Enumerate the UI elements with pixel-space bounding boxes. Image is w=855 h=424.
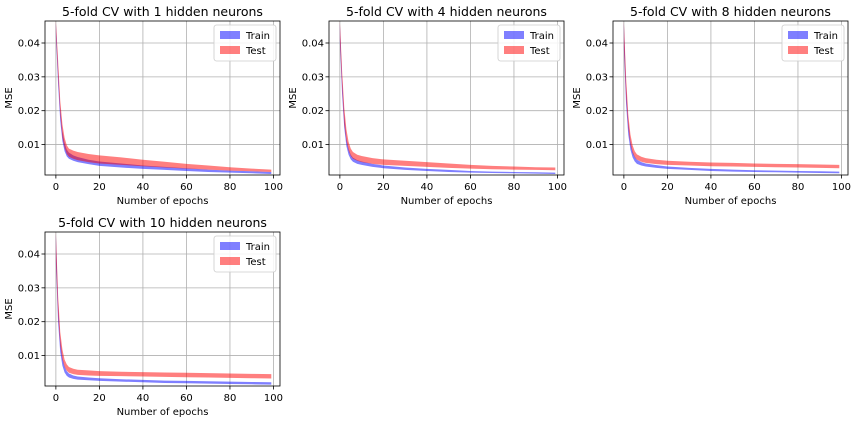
legend-label-train: Train bbox=[245, 242, 270, 253]
legend: Train Test bbox=[497, 24, 561, 62]
axes-frame bbox=[328, 20, 565, 176]
x-tick-label: 20 bbox=[93, 182, 106, 193]
x-axis-label: Number of epochs bbox=[685, 196, 777, 207]
y-axis-label: MSE bbox=[4, 87, 15, 108]
subplot-1: 0 20 40 60 80 100 0.01 0.02 0.03 0.04 5-fold CV wi… bbox=[4, 4, 283, 207]
legend: Train Test bbox=[213, 235, 277, 273]
legend-label-train: Train bbox=[245, 31, 270, 42]
legend-swatch-test bbox=[504, 46, 524, 54]
legend: Train Test bbox=[781, 24, 845, 62]
legend-swatch-test bbox=[220, 46, 240, 54]
axes-frame bbox=[44, 20, 281, 176]
legend-swatch-train bbox=[504, 31, 524, 39]
x-tick-label: 40 bbox=[137, 393, 150, 404]
x-tick-label: 80 bbox=[508, 182, 521, 193]
x-tick-label: 0 bbox=[621, 182, 627, 193]
axes-frame bbox=[612, 20, 849, 176]
subplot-4: 0 20 40 60 80 100 0.01 0.02 0.03 0.04 5-fold CV wi… bbox=[4, 215, 283, 418]
y-tick-label: 0.01 bbox=[302, 140, 324, 151]
y-axis-label: MSE bbox=[572, 87, 583, 108]
y-axis-label: MSE bbox=[288, 87, 299, 108]
x-tick-label: 100 bbox=[548, 182, 567, 193]
y-tick-label: 0.03 bbox=[18, 72, 40, 83]
axes-frame bbox=[44, 231, 281, 387]
x-tick-label: 0 bbox=[53, 393, 59, 404]
x-tick-label: 100 bbox=[264, 182, 283, 193]
band-test bbox=[55, 21, 272, 172]
subplot-grid: 0 20 40 60 80 100 0.01 0.02 0.03 0.04 5-fold CV wi… bbox=[4, 4, 851, 418]
legend-label-train: Train bbox=[813, 31, 838, 42]
chart-title: 5-fold CV with 1 hidden neurons bbox=[62, 4, 263, 19]
x-tick-label: 80 bbox=[224, 182, 237, 193]
legend-label-test: Test bbox=[245, 46, 266, 57]
y-tick-label: 0.04 bbox=[18, 39, 40, 50]
chart-title: 5-fold CV with 4 hidden neurons bbox=[346, 4, 547, 19]
x-tick-label: 0 bbox=[337, 182, 343, 193]
x-tick-label: 100 bbox=[832, 182, 851, 193]
y-tick-label: 0.02 bbox=[18, 317, 40, 328]
y-tick-label: 0.04 bbox=[18, 250, 40, 261]
legend-swatch-train bbox=[788, 31, 808, 39]
x-tick-label: 60 bbox=[180, 393, 193, 404]
x-tick-label: 20 bbox=[661, 182, 674, 193]
x-axis-label: Number of epochs bbox=[117, 407, 209, 418]
legend-swatch-train bbox=[220, 31, 240, 39]
x-tick-label: 20 bbox=[377, 182, 390, 193]
x-tick-label: 0 bbox=[53, 182, 59, 193]
y-tick-label: 0.01 bbox=[18, 140, 40, 151]
y-tick-label: 0.02 bbox=[586, 106, 608, 117]
legend-label-test: Test bbox=[245, 257, 266, 268]
legend: Train Test bbox=[213, 24, 277, 62]
x-tick-label: 40 bbox=[421, 182, 434, 193]
y-tick-label: 0.04 bbox=[586, 39, 608, 50]
x-axis-label: Number of epochs bbox=[401, 196, 493, 207]
legend-label-test: Test bbox=[529, 46, 550, 57]
y-axis-label: MSE bbox=[4, 298, 15, 319]
x-tick-label: 80 bbox=[224, 393, 237, 404]
x-tick-label: 100 bbox=[264, 393, 283, 404]
subplot-3: 0 20 40 60 80 100 0.01 0.02 0.03 0.04 5-fold CV wi… bbox=[572, 4, 851, 207]
legend-swatch-test bbox=[788, 46, 808, 54]
y-tick-label: 0.03 bbox=[302, 72, 324, 83]
x-tick-label: 40 bbox=[137, 182, 150, 193]
chart-title: 5-fold CV with 10 hidden neurons bbox=[58, 215, 267, 230]
x-tick-label: 80 bbox=[792, 182, 805, 193]
y-tick-label: 0.03 bbox=[18, 283, 40, 294]
x-tick-label: 60 bbox=[464, 182, 477, 193]
y-tick-label: 0.04 bbox=[302, 39, 324, 50]
y-tick-label: 0.01 bbox=[18, 351, 40, 362]
y-tick-label: 0.02 bbox=[302, 106, 324, 117]
chart-title: 5-fold CV with 8 hidden neurons bbox=[630, 4, 831, 19]
x-axis-label: Number of epochs bbox=[117, 196, 209, 207]
x-tick-label: 60 bbox=[180, 182, 193, 193]
x-tick-label: 60 bbox=[748, 182, 761, 193]
y-tick-label: 0.02 bbox=[18, 106, 40, 117]
legend-swatch-test bbox=[220, 257, 240, 265]
legend-label-test: Test bbox=[813, 46, 834, 57]
x-tick-label: 20 bbox=[93, 393, 106, 404]
legend-label-train: Train bbox=[529, 31, 554, 42]
subplot-2: 0 20 40 60 80 100 0.01 0.02 0.03 0.04 5-fold CV wi… bbox=[288, 4, 567, 207]
y-tick-label: 0.03 bbox=[586, 72, 608, 83]
y-tick-label: 0.01 bbox=[586, 140, 608, 151]
x-tick-label: 40 bbox=[705, 182, 718, 193]
legend-swatch-train bbox=[220, 242, 240, 250]
